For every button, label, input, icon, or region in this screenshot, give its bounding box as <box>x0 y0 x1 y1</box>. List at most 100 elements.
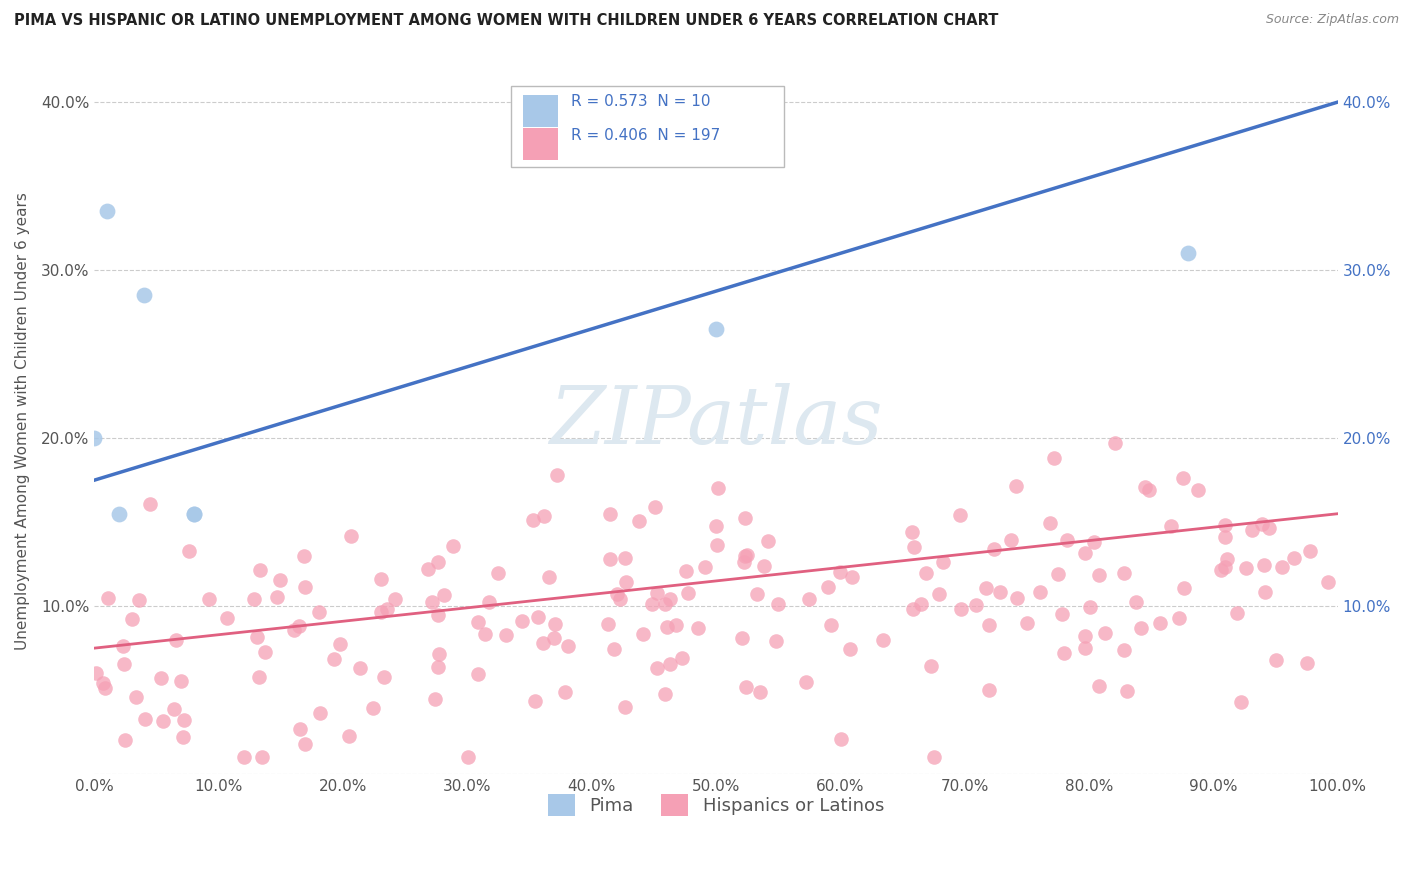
Point <box>337 729 360 743</box>
Point <box>294 737 316 751</box>
Point <box>1211 563 1233 577</box>
Point <box>640 598 662 612</box>
Point <box>675 564 697 578</box>
Point <box>1116 683 1139 698</box>
Point <box>269 573 291 587</box>
Point <box>108 507 131 521</box>
Point <box>1087 679 1109 693</box>
Point <box>734 549 756 563</box>
Point <box>988 584 1011 599</box>
Point <box>654 597 676 611</box>
Point <box>671 650 693 665</box>
Point <box>162 701 184 715</box>
Point <box>554 685 576 699</box>
Point <box>149 671 172 685</box>
Point <box>910 597 932 611</box>
Point <box>1258 521 1281 535</box>
Point <box>655 620 678 634</box>
Point <box>599 507 621 521</box>
Point <box>134 288 156 302</box>
Point <box>920 659 942 673</box>
Point <box>112 639 135 653</box>
Point <box>841 569 863 583</box>
Point <box>510 614 533 628</box>
Text: ZIPatlas: ZIPatlas <box>550 383 883 460</box>
Point <box>1004 479 1026 493</box>
Point <box>1112 643 1135 657</box>
Point <box>112 657 135 671</box>
Point <box>544 616 567 631</box>
Point <box>250 750 273 764</box>
Point <box>1129 621 1152 635</box>
Text: R = 0.573  N = 10: R = 0.573 N = 10 <box>571 95 710 109</box>
Point <box>524 694 547 708</box>
Point <box>1299 544 1322 558</box>
Point <box>139 497 162 511</box>
Point <box>478 595 501 609</box>
Point <box>427 647 450 661</box>
Point <box>217 611 239 625</box>
Point <box>688 621 710 635</box>
Point <box>309 706 332 720</box>
Point <box>173 713 195 727</box>
Point <box>1168 611 1191 625</box>
Point <box>1326 53 1348 67</box>
Point <box>915 566 938 580</box>
Text: Source: ZipAtlas.com: Source: ZipAtlas.com <box>1265 13 1399 27</box>
Point <box>928 586 950 600</box>
Point <box>373 670 395 684</box>
Point <box>1000 533 1022 547</box>
Point <box>1056 533 1078 548</box>
Point <box>1114 566 1136 580</box>
Point <box>165 633 187 648</box>
Point <box>756 533 779 548</box>
Point <box>427 607 450 622</box>
Point <box>1017 616 1039 631</box>
Point <box>114 733 136 747</box>
Point <box>1074 628 1097 642</box>
Point <box>1053 646 1076 660</box>
Point <box>361 701 384 715</box>
Point <box>1074 641 1097 656</box>
Point <box>817 580 839 594</box>
Point <box>233 750 256 764</box>
Point <box>676 585 699 599</box>
Point <box>1050 607 1073 622</box>
Legend: Pima, Hispanics or Latinos: Pima, Hispanics or Latinos <box>538 785 893 825</box>
Point <box>134 712 156 726</box>
Point <box>1029 584 1052 599</box>
Point <box>983 542 1005 557</box>
Point <box>340 529 363 543</box>
Point <box>614 699 637 714</box>
Point <box>765 634 787 648</box>
Point <box>659 657 682 671</box>
Point <box>830 565 852 579</box>
Point <box>830 732 852 747</box>
Point <box>603 641 626 656</box>
Point <box>745 587 768 601</box>
Point <box>1230 696 1253 710</box>
Point <box>614 574 637 589</box>
Point <box>1173 581 1195 595</box>
Point <box>441 539 464 553</box>
Point <box>121 612 143 626</box>
Point <box>932 555 955 569</box>
Point <box>183 507 205 521</box>
Point <box>292 549 315 563</box>
Point <box>557 640 579 654</box>
Point <box>1187 483 1209 498</box>
Point <box>1104 436 1126 450</box>
Point <box>152 714 174 728</box>
Point <box>1125 594 1147 608</box>
Point <box>384 591 406 606</box>
Point <box>766 597 789 611</box>
Point <box>169 673 191 688</box>
Point <box>474 627 496 641</box>
Point <box>1042 451 1064 466</box>
Point <box>731 631 754 645</box>
FancyBboxPatch shape <box>510 87 785 168</box>
Point <box>1171 470 1194 484</box>
Point <box>294 580 316 594</box>
Point <box>1253 558 1275 573</box>
Point <box>599 552 621 566</box>
